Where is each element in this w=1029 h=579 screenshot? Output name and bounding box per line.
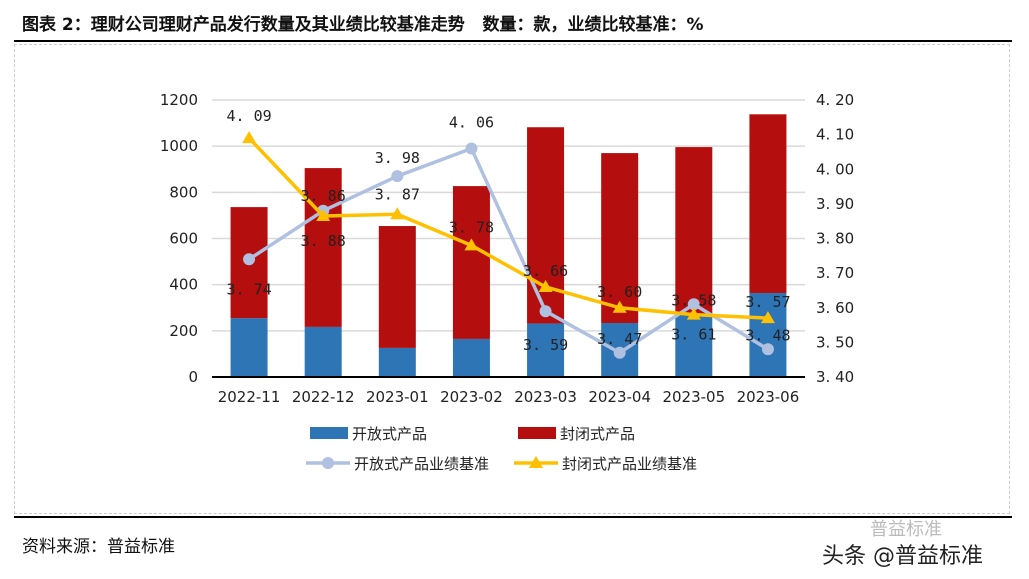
legend-label: 封闭式产品: [560, 425, 635, 443]
data-label: 3. 74: [226, 280, 271, 298]
left-axis-tick: 1200: [160, 91, 198, 109]
right-axis-tick: 3. 80: [816, 230, 854, 248]
watermark-faint: 普益标准: [870, 519, 942, 540]
legend-marker-circle: [322, 457, 334, 469]
marker-triangle: [390, 207, 405, 220]
marker-triangle: [612, 300, 627, 313]
line-closed-benchmark: [247, 136, 769, 320]
marker-circle: [687, 298, 700, 311]
bar-open: [749, 292, 787, 377]
data-label: 3. 98: [375, 149, 420, 167]
marker-circle: [613, 346, 626, 359]
chart-frame: [14, 44, 1010, 514]
marker-triangle: [316, 208, 331, 221]
data-label: 3. 66: [523, 262, 568, 280]
figure-title: 图表 2：理财公司理财产品发行数量及其业绩比较基准走势 数量：款，业绩比较基准：…: [22, 15, 704, 35]
legend-label: 开放式产品: [352, 425, 427, 443]
left-axis-tick: 800: [169, 183, 198, 201]
bar-open: [452, 338, 490, 377]
legend-marker-triangle: [529, 456, 543, 468]
bar-open: [527, 323, 565, 377]
marker-circle: [243, 253, 256, 266]
x-axis-tick: 2023-04: [588, 388, 651, 406]
x-axis-tick: 2022-11: [218, 388, 281, 406]
x-axis-tick: 2023-03: [514, 388, 577, 406]
bar-closed: [452, 186, 490, 339]
marker-circle: [465, 142, 478, 155]
data-label: 3. 58: [671, 292, 716, 310]
left-axis-tick: 400: [169, 276, 198, 294]
marker-triangle: [686, 307, 701, 320]
legend-swatch: [310, 427, 348, 439]
marker-circle: [761, 343, 774, 356]
right-axis-tick: 3. 50: [816, 333, 854, 351]
right-axis-tick: 4. 00: [816, 160, 854, 178]
watermark: 头条 @普益标准: [822, 544, 983, 569]
legend-label: 开放式产品业绩基准: [354, 455, 489, 473]
x-axis-tick: 2022-12: [292, 388, 355, 406]
left-axis-tick: 200: [169, 322, 198, 340]
right-axis-tick: 3. 60: [816, 299, 854, 317]
data-label: 3. 61: [671, 325, 716, 343]
x-axis-tick: 2023-06: [737, 388, 800, 406]
bar-closed: [304, 168, 342, 327]
marker-circle: [539, 305, 552, 318]
bar-open: [304, 326, 342, 377]
data-label: 3. 57: [745, 293, 790, 311]
right-axis-tick: 3. 40: [816, 368, 854, 386]
bar-closed: [601, 153, 639, 323]
legend-label: 封闭式产品业绩基准: [562, 455, 697, 473]
marker-triangle: [760, 311, 775, 324]
data-label: 4. 09: [226, 107, 271, 125]
bar-open: [675, 313, 713, 377]
data-label: 3. 47: [597, 330, 642, 348]
data-label: 3. 48: [745, 326, 790, 344]
bar-open: [378, 347, 416, 377]
data-label: 3. 78: [449, 218, 494, 236]
data-label: 4. 06: [449, 113, 494, 131]
data-label: 3. 88: [301, 232, 346, 250]
data-label: 3. 86: [301, 187, 346, 205]
right-axis-tick: 3. 90: [816, 195, 854, 213]
data-label: 3. 59: [523, 336, 568, 354]
data-label: 3. 87: [375, 185, 420, 203]
left-axis-tick: 0: [188, 368, 198, 386]
marker-triangle: [242, 131, 257, 144]
marker-circle: [391, 170, 404, 183]
left-axis-tick: 1000: [160, 137, 198, 155]
right-axis-tick: 3. 70: [816, 264, 854, 282]
bar-closed: [378, 226, 416, 348]
right-axis-tick: 4. 10: [816, 126, 854, 144]
x-axis-tick: 2023-02: [440, 388, 503, 406]
marker-triangle: [464, 238, 479, 251]
bar-closed: [675, 147, 713, 314]
bar-open: [230, 318, 268, 377]
source-note: 资料来源：普益标准: [22, 537, 175, 557]
title-divider: [14, 40, 1012, 42]
legend-swatch: [518, 427, 556, 439]
right-axis-tick: 4. 20: [816, 91, 854, 109]
bottom-divider: [14, 516, 1012, 518]
x-axis-tick: 2023-01: [366, 388, 429, 406]
marker-triangle: [538, 279, 553, 292]
left-axis-tick: 600: [169, 230, 198, 248]
data-label: 3. 60: [597, 283, 642, 301]
bar-closed: [749, 114, 787, 293]
x-axis-tick: 2023-05: [662, 388, 725, 406]
bar-closed: [527, 127, 565, 324]
